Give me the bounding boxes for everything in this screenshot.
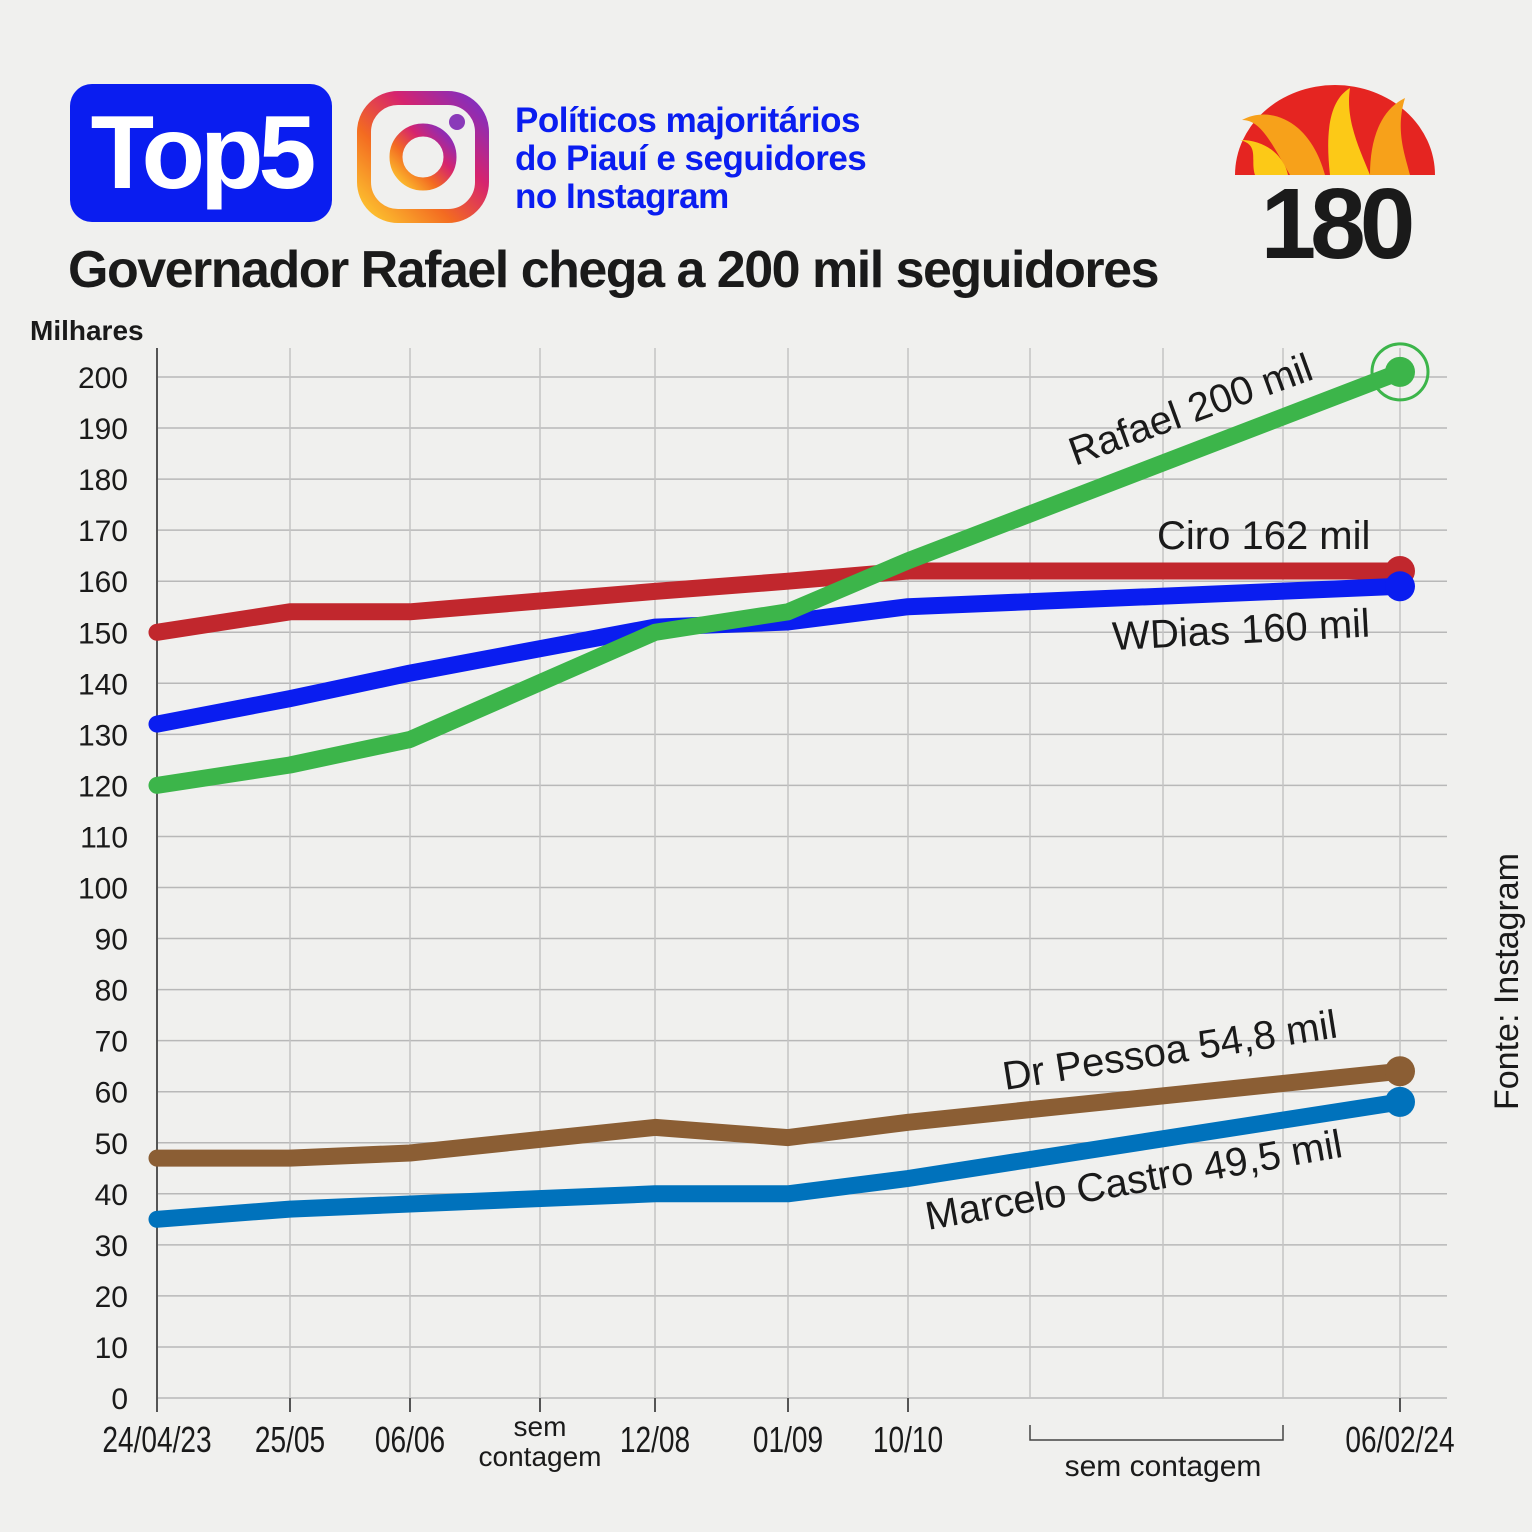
x-tick-label: 06/02/24: [1345, 1420, 1454, 1460]
y-tick-label: 60: [95, 1077, 128, 1110]
logo-180: 180: [1235, 85, 1435, 265]
x-tick-label: 25/05: [255, 1420, 325, 1460]
series-line-ciro: [148, 562, 1409, 641]
x-tick-label: 12/08: [620, 1420, 690, 1460]
y-tick-label: 180: [78, 464, 128, 497]
y-tick-label: 80: [95, 975, 128, 1008]
y-tick-label: 10: [95, 1332, 128, 1365]
y-tick-label: 110: [80, 821, 128, 854]
y-tick-label: 200: [78, 362, 128, 395]
series-line-marcelo-castro: [148, 1093, 1409, 1228]
y-axis-label: Milhares: [30, 315, 144, 346]
source-note: Fonte: Instagram: [1488, 852, 1526, 1110]
y-tick-label: 130: [78, 719, 128, 752]
chart-subtitle: Políticos majoritários do Piauí e seguid…: [515, 101, 867, 216]
y-tick-label: 140: [78, 668, 128, 701]
y-tick-label: 160: [78, 566, 128, 599]
x-tick-label: 24/04/23: [102, 1420, 211, 1460]
series-end-point-marcelo-castro: [1385, 1086, 1415, 1117]
y-tick-label: 120: [78, 770, 128, 803]
y-tick-label: 20: [95, 1281, 128, 1314]
y-tick-label: 50: [95, 1128, 128, 1161]
instagram-icon: [357, 91, 489, 223]
series-highlight-ring: [1370, 342, 1430, 402]
y-tick-label: 70: [95, 1026, 128, 1059]
series-label-wdias: WDias 160 mil: [1111, 602, 1371, 659]
y-tick-label: 190: [78, 413, 128, 446]
series-line-dr-pessoa: [148, 1062, 1409, 1167]
x-tick-label: sem: [514, 1411, 567, 1442]
series-end-point-wdias: [1385, 571, 1415, 602]
series-line-rafael: [148, 363, 1409, 794]
top5-badge: Top5: [70, 84, 332, 222]
y-tick-label: 0: [111, 1383, 128, 1416]
series-label-ciro: Ciro 162 mil: [1157, 514, 1370, 558]
series-end-point-dr-pessoa: [1385, 1056, 1415, 1087]
y-tick-label: 150: [78, 617, 128, 650]
series-end-point-rafael: [1385, 356, 1415, 387]
y-tick-label: 40: [95, 1179, 128, 1212]
x-tick-label: 06/06: [375, 1420, 445, 1460]
y-tick-label: 90: [95, 924, 128, 957]
y-tick-label: 30: [95, 1230, 128, 1263]
chart-title: Governador Rafael chega a 200 mil seguid…: [68, 241, 1160, 299]
x-tick-label: 10/10: [873, 1420, 943, 1460]
gap-bracket: [1029, 1425, 1284, 1441]
logo-text: 180: [1261, 168, 1412, 265]
y-tick-label: 170: [78, 515, 128, 548]
gap-label: sem contagem: [1065, 1450, 1262, 1483]
y-tick-label: 100: [78, 873, 128, 906]
x-tick-label: contagem: [479, 1441, 602, 1472]
x-tick-label: 01/09: [753, 1420, 823, 1460]
